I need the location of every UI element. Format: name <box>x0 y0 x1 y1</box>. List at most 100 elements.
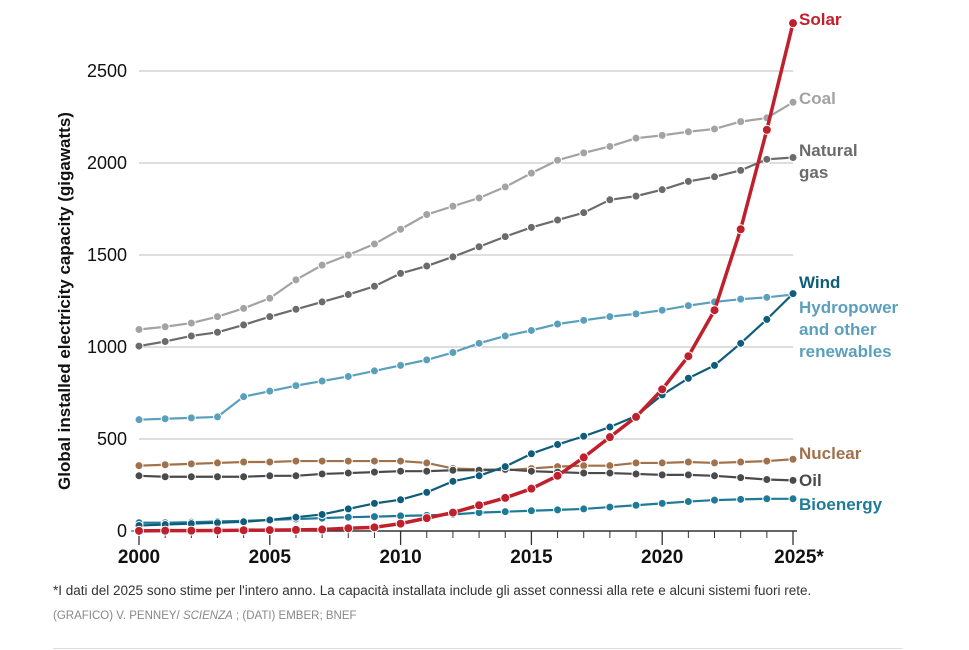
y-tick-label: 1000 <box>87 337 127 357</box>
data-point <box>500 232 510 242</box>
y-axis-title: Global installed electricity capacity (g… <box>55 112 74 490</box>
data-point <box>369 456 379 466</box>
data-point <box>762 154 772 164</box>
data-point <box>762 494 772 504</box>
data-point <box>474 500 485 511</box>
data-point <box>343 371 353 381</box>
data-point <box>317 469 327 479</box>
x-tick-label: 2005 <box>249 547 292 568</box>
data-point <box>762 314 772 324</box>
y-tick-label: 2500 <box>87 61 127 81</box>
series-label: and other <box>799 320 877 339</box>
data-point <box>265 293 275 303</box>
series-group <box>134 18 798 536</box>
footnote: *I dati del 2025 sono stime per l'intero… <box>53 583 812 598</box>
data-point <box>736 117 746 127</box>
data-point <box>657 458 667 468</box>
data-point <box>186 459 196 469</box>
data-point <box>317 509 327 519</box>
data-point <box>710 360 720 370</box>
series-label: renewables <box>799 342 892 361</box>
series-line <box>139 497 793 524</box>
data-point <box>317 297 327 307</box>
data-point <box>396 495 406 505</box>
data-point <box>553 155 563 165</box>
data-point <box>291 456 301 466</box>
data-point <box>160 414 170 424</box>
data-point <box>500 462 510 472</box>
data-point <box>604 432 615 443</box>
data-point <box>788 494 798 504</box>
data-point <box>605 468 615 478</box>
data-point <box>526 466 536 476</box>
data-point <box>160 336 170 346</box>
series-label: Coal <box>799 89 836 108</box>
series-line <box>138 101 794 331</box>
data-point <box>788 475 798 485</box>
x-tick-label: 2010 <box>379 547 421 568</box>
data-point <box>212 472 222 482</box>
series-line <box>138 156 794 348</box>
data-point <box>317 524 328 535</box>
data-point <box>212 458 222 468</box>
data-point <box>212 412 222 422</box>
data-point <box>422 487 432 497</box>
data-point <box>553 505 563 515</box>
data-point <box>683 176 693 186</box>
data-point <box>526 449 536 459</box>
data-point <box>788 454 798 464</box>
data-point <box>683 457 693 467</box>
data-point <box>631 309 641 319</box>
data-point <box>395 518 406 529</box>
data-point <box>605 141 615 151</box>
data-point <box>683 470 693 480</box>
data-point <box>212 327 222 337</box>
data-point <box>579 431 589 441</box>
data-point <box>788 97 798 107</box>
series-natural-gas <box>134 152 798 351</box>
data-point <box>657 498 667 508</box>
series-oil <box>134 464 798 485</box>
data-point <box>343 456 353 466</box>
series-line <box>138 292 794 527</box>
data-point <box>186 331 196 341</box>
data-point <box>579 148 589 158</box>
data-point <box>239 303 249 313</box>
data-point <box>579 461 589 471</box>
data-point <box>761 124 772 135</box>
data-point <box>552 470 563 481</box>
data-point <box>369 467 379 477</box>
data-point <box>683 301 693 311</box>
data-point <box>631 469 641 479</box>
data-point <box>343 504 353 514</box>
data-point <box>239 320 249 330</box>
data-point <box>736 457 746 467</box>
y-tick-label: 500 <box>97 429 127 449</box>
data-point <box>605 195 615 205</box>
data-point <box>422 466 432 476</box>
data-point <box>239 392 249 402</box>
data-point <box>160 472 170 482</box>
data-point <box>500 507 510 517</box>
data-point <box>186 472 196 482</box>
data-point <box>239 457 249 467</box>
data-point <box>579 315 589 325</box>
divider <box>53 648 902 649</box>
data-point <box>186 413 196 423</box>
data-point <box>291 471 301 481</box>
data-point <box>788 289 798 299</box>
data-point <box>448 348 458 358</box>
series-line <box>138 22 795 533</box>
data-point <box>788 18 798 29</box>
data-point <box>265 457 275 467</box>
data-point <box>762 474 772 484</box>
data-point <box>134 341 144 351</box>
data-point <box>422 458 432 468</box>
x-axis: 2000 2005 2010 2015 2020 2025* <box>118 530 824 568</box>
data-point <box>291 275 301 285</box>
y-axis-ticks: 0 500 1000 1500 2000 2500 <box>87 61 127 541</box>
y-tick-label: 1500 <box>87 245 127 265</box>
data-point <box>422 355 432 365</box>
data-point <box>291 304 301 314</box>
data-point <box>657 130 667 140</box>
